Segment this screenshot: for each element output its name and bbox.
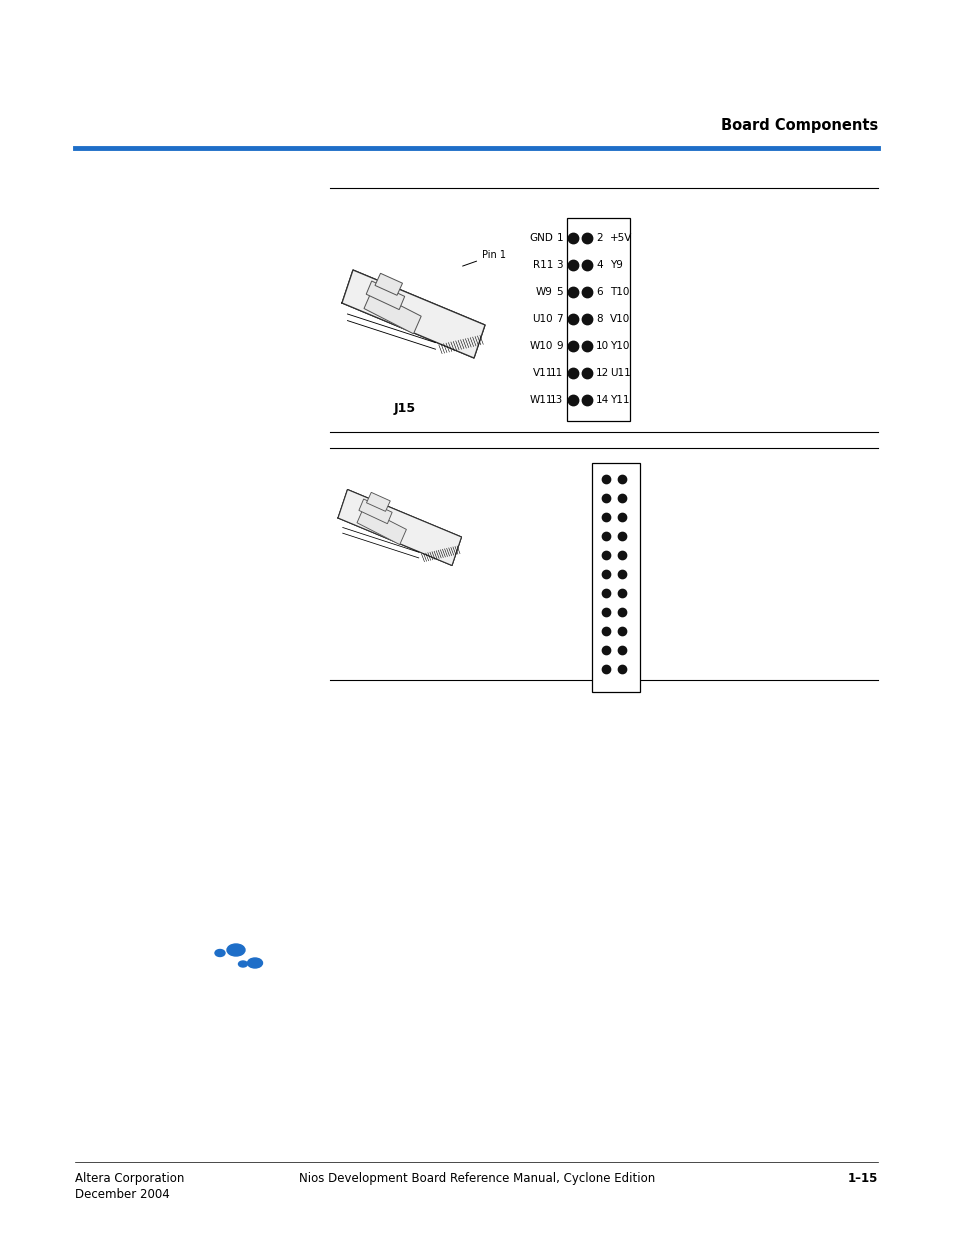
Text: U10: U10 [532, 314, 553, 324]
Text: W9: W9 [536, 287, 553, 296]
Text: Board Components: Board Components [720, 119, 877, 133]
Text: W10: W10 [529, 341, 553, 351]
Text: Nios Development Board Reference Manual, Cyclone Edition: Nios Development Board Reference Manual,… [298, 1172, 655, 1186]
Text: 12: 12 [596, 368, 609, 378]
Bar [592, 463, 639, 692]
Text: 14: 14 [596, 395, 609, 405]
Text: 11: 11 [549, 368, 562, 378]
Text: 5: 5 [556, 287, 562, 296]
Text: December 2004: December 2004 [75, 1188, 170, 1200]
Polygon shape [358, 499, 392, 524]
Text: 7: 7 [556, 314, 562, 324]
Text: 9: 9 [556, 341, 562, 351]
Text: J15: J15 [394, 403, 416, 415]
Ellipse shape [214, 950, 225, 956]
Text: 4: 4 [596, 261, 602, 270]
Text: V10: V10 [609, 314, 630, 324]
Polygon shape [375, 273, 402, 295]
Text: R11: R11 [532, 261, 553, 270]
Text: 13: 13 [549, 395, 562, 405]
Polygon shape [366, 493, 390, 511]
Text: 1–15: 1–15 [846, 1172, 877, 1186]
Text: Y10: Y10 [609, 341, 629, 351]
Text: 1: 1 [556, 233, 562, 243]
Polygon shape [356, 508, 406, 545]
Text: 6: 6 [596, 287, 602, 296]
Text: 10: 10 [596, 341, 608, 351]
Text: 3: 3 [556, 261, 562, 270]
Text: 2: 2 [596, 233, 602, 243]
Ellipse shape [227, 944, 245, 956]
Polygon shape [337, 489, 461, 566]
Bar [566, 219, 629, 421]
Ellipse shape [247, 958, 262, 968]
Polygon shape [341, 270, 484, 358]
Text: +5V: +5V [609, 233, 632, 243]
Text: 8: 8 [596, 314, 602, 324]
Ellipse shape [238, 961, 247, 967]
Polygon shape [366, 282, 404, 310]
Text: Altera Corporation: Altera Corporation [75, 1172, 184, 1186]
Text: T10: T10 [609, 287, 629, 296]
Text: Pin 1: Pin 1 [462, 249, 505, 266]
Text: GND: GND [529, 233, 553, 243]
Text: W11: W11 [529, 395, 553, 405]
Polygon shape [364, 291, 421, 333]
Text: Y9: Y9 [609, 261, 622, 270]
Text: U11: U11 [609, 368, 630, 378]
Text: Y11: Y11 [609, 395, 629, 405]
Text: V11: V11 [532, 368, 553, 378]
